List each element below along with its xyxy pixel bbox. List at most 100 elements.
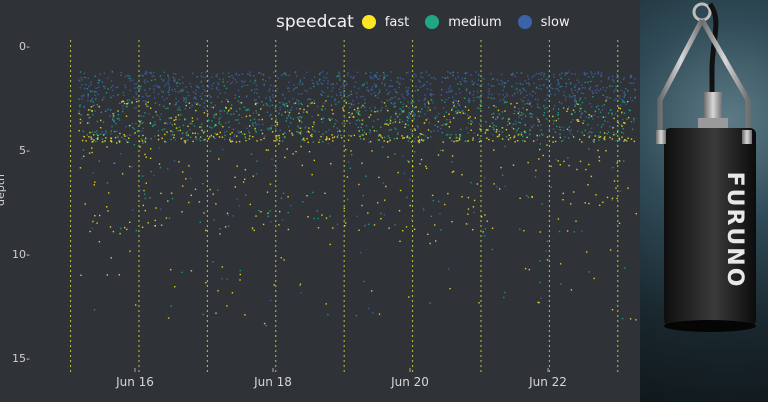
data-point xyxy=(162,91,164,93)
data-point xyxy=(429,242,431,245)
data-point xyxy=(506,95,509,97)
data-point xyxy=(139,121,141,123)
data-point xyxy=(270,221,272,223)
data-point xyxy=(528,82,530,84)
legend-item-medium: medium xyxy=(425,15,502,30)
data-point xyxy=(353,134,355,137)
data-point xyxy=(581,112,583,114)
data-point xyxy=(239,131,241,133)
data-point xyxy=(267,212,269,214)
data-point xyxy=(138,124,141,126)
data-point xyxy=(158,86,161,88)
data-point xyxy=(447,71,449,73)
data-point xyxy=(629,82,631,84)
data-point xyxy=(377,202,379,204)
data-point xyxy=(424,105,426,108)
data-point xyxy=(615,88,618,91)
data-point xyxy=(204,95,207,97)
data-point xyxy=(154,97,156,99)
data-point xyxy=(365,109,367,112)
data-point xyxy=(171,131,174,133)
data-point xyxy=(144,209,146,212)
data-point xyxy=(540,129,542,131)
data-point xyxy=(135,82,138,85)
data-point xyxy=(611,112,613,114)
data-point xyxy=(625,103,627,106)
data-point xyxy=(478,73,480,76)
data-point xyxy=(335,103,337,105)
data-point xyxy=(425,71,428,73)
data-point xyxy=(308,151,311,153)
data-point xyxy=(286,87,289,89)
data-point xyxy=(400,101,402,103)
data-point xyxy=(510,74,513,76)
data-point xyxy=(466,140,468,142)
data-point xyxy=(339,76,341,78)
data-point xyxy=(447,133,449,136)
data-point xyxy=(121,101,123,103)
data-point xyxy=(247,84,249,86)
data-point xyxy=(209,188,211,191)
y-tick-label: 10- xyxy=(12,248,30,261)
data-point xyxy=(511,94,514,97)
data-point xyxy=(451,109,453,111)
data-point xyxy=(203,89,205,91)
data-point xyxy=(219,233,221,235)
data-point xyxy=(574,73,576,75)
data-point xyxy=(407,117,409,120)
data-point xyxy=(158,116,161,118)
data-point xyxy=(256,102,259,104)
data-point xyxy=(144,79,147,81)
data-point xyxy=(469,92,471,94)
data-point xyxy=(97,93,99,96)
data-point xyxy=(399,108,401,110)
data-point xyxy=(82,135,85,137)
data-point xyxy=(430,93,433,95)
legend-label-fast: fast xyxy=(384,14,410,30)
data-point xyxy=(303,139,306,142)
data-point xyxy=(570,289,573,291)
data-point xyxy=(591,73,593,75)
data-point xyxy=(411,107,414,109)
data-point xyxy=(147,95,149,98)
data-point xyxy=(212,106,214,109)
data-point xyxy=(152,116,154,118)
data-point xyxy=(616,73,618,75)
data-point xyxy=(632,118,635,121)
data-point xyxy=(197,103,199,105)
data-point xyxy=(146,71,148,73)
data-point xyxy=(248,109,250,111)
data-point xyxy=(87,100,89,102)
data-point xyxy=(373,130,376,132)
data-point xyxy=(188,165,190,167)
data-point xyxy=(298,118,300,120)
transducer-illustration: FURUNO xyxy=(656,2,756,332)
data-point xyxy=(177,114,180,116)
data-point xyxy=(430,136,432,138)
data-point xyxy=(357,126,360,128)
data-point xyxy=(411,99,413,101)
data-point xyxy=(118,141,121,143)
data-point xyxy=(141,130,143,132)
data-point xyxy=(306,111,308,114)
data-point xyxy=(397,116,399,118)
data-point xyxy=(621,125,623,127)
data-point xyxy=(539,143,542,145)
data-point xyxy=(553,105,556,107)
data-point xyxy=(578,88,580,91)
data-point xyxy=(93,139,95,141)
data-point xyxy=(164,140,166,143)
data-point xyxy=(630,76,632,79)
data-point xyxy=(548,128,551,131)
data-point xyxy=(123,102,126,105)
data-point xyxy=(267,215,269,217)
data-point xyxy=(603,137,605,140)
data-point xyxy=(245,139,247,142)
data-point xyxy=(485,130,487,132)
data-point xyxy=(103,133,106,135)
data-point xyxy=(555,87,557,90)
data-point xyxy=(409,79,412,81)
data-point xyxy=(428,122,431,124)
data-point xyxy=(516,82,518,85)
data-point xyxy=(434,224,436,226)
